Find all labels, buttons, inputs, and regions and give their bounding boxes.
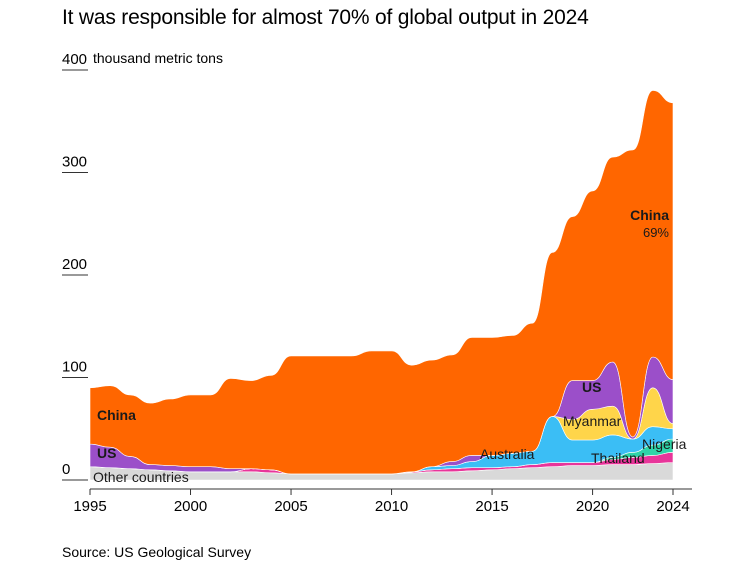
y-axis: 0 100 200 300 400 thousand metric tons — [62, 50, 223, 481]
label-nigeria: Nigeria — [642, 436, 687, 452]
y-tick-label-0: 0 — [62, 461, 70, 478]
label-thailand: Thailand — [591, 450, 645, 466]
x-tick-label-2020: 2020 — [576, 498, 609, 515]
label-china: China — [630, 207, 669, 223]
x-tick-label-2005: 2005 — [274, 498, 307, 515]
x-tick-label-2010: 2010 — [375, 498, 408, 515]
x-axis: 1995 2000 2005 2010 2015 2020 2024 — [73, 488, 692, 515]
chart-title: It was responsible for almost 70% of glo… — [62, 6, 589, 29]
stacked-areas — [89, 90, 674, 481]
y-tick-label-100: 100 — [62, 359, 87, 376]
label-myanmar: Myanmar — [563, 413, 622, 429]
label-china-share: 69% — [643, 225, 669, 240]
series-labels: China US Other countries China 69% US Myanmar A… — [93, 207, 687, 485]
source-note: Source: US Geological Survey — [62, 544, 252, 560]
y-tick-label-200: 200 — [62, 256, 87, 273]
x-tick-label-2015: 2015 — [475, 498, 508, 515]
label-australia: Australia — [480, 446, 535, 462]
label-us: US — [97, 445, 116, 461]
x-tick-label-2024: 2024 — [656, 498, 689, 515]
y-axis-unit: thousand metric tons — [93, 50, 223, 66]
area-china — [89, 90, 674, 475]
y-tick-label-300: 300 — [62, 154, 87, 171]
label-china: China — [97, 407, 136, 423]
label-other-countries: Other countries — [93, 469, 189, 485]
x-tick-label-2000: 2000 — [174, 498, 207, 515]
x-tick-label-1995: 1995 — [73, 498, 106, 515]
label-us: US — [582, 379, 601, 395]
y-tick-label-400: 400 — [62, 51, 87, 68]
